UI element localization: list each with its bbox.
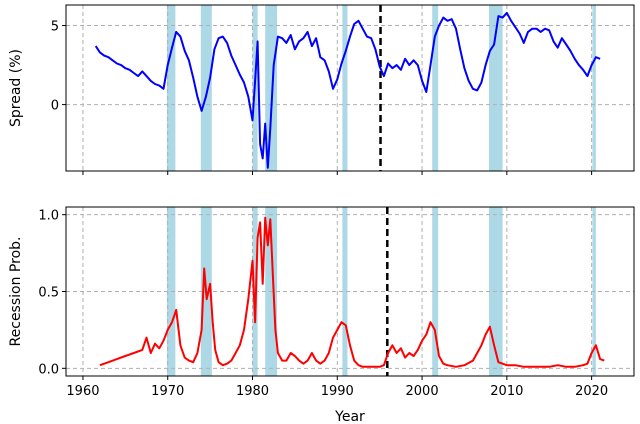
- spread-recession-band-7: [592, 5, 596, 171]
- prob-recession-band-4: [342, 207, 348, 376]
- prob-line: [99, 216, 605, 368]
- x-axis-label: Year: [334, 409, 365, 424]
- xtick-label-1980: 1980: [236, 384, 269, 399]
- prob-recession-band-5: [432, 207, 439, 376]
- spread-plot-frame: [65, 4, 635, 172]
- spread-series: [94, 11, 601, 169]
- spread-panel: 05 Spread (%): [8, 4, 635, 175]
- prob-x-axis-ticks: 1960 1970 1980 1990 2000 2010 2020: [66, 376, 608, 399]
- xtick-label-1970: 1970: [151, 384, 184, 399]
- spread-recession-band-0: [166, 5, 176, 171]
- xtick-label-1960: 1960: [66, 384, 99, 399]
- prob-ytick-label-1: 1.0: [38, 209, 59, 224]
- spread-y-axis-label: Spread (%): [8, 49, 24, 127]
- prob-ytick-label-0: 0.0: [38, 362, 59, 377]
- prob-ytick-label-0.5: 0.5: [38, 286, 59, 301]
- prob-y-axis-ticks: 0.0 0.5 1.0: [38, 209, 66, 377]
- xtick-label-2010: 2010: [490, 384, 523, 399]
- spread-recession-band-1: [200, 5, 212, 171]
- prob-gridlines: [66, 207, 634, 376]
- recession-prob-panel: 0.0 0.5 1.0 1960 1970 1980 1990 2000 2010 2020 R…: [8, 206, 635, 399]
- spread-line: [94, 11, 601, 169]
- spread-x-axis-ticks: [82, 171, 593, 175]
- spread-ytick-label-0: 0: [51, 99, 59, 114]
- spread-recession-band-3: [265, 5, 278, 171]
- spread-y-axis-ticks: 05: [51, 20, 66, 114]
- spread-recession-band-5: [432, 5, 439, 171]
- spread-recession-band-4: [342, 5, 348, 171]
- xtick-label-2020: 2020: [575, 384, 608, 399]
- spread-ytick-label-5: 5: [51, 20, 59, 35]
- prob-series: [99, 216, 605, 368]
- xtick-label-2000: 2000: [406, 384, 439, 399]
- spread-gridlines: [66, 5, 634, 171]
- prob-y-axis-label: Recession Prob.: [8, 237, 24, 347]
- xtick-label-1990: 1990: [321, 384, 354, 399]
